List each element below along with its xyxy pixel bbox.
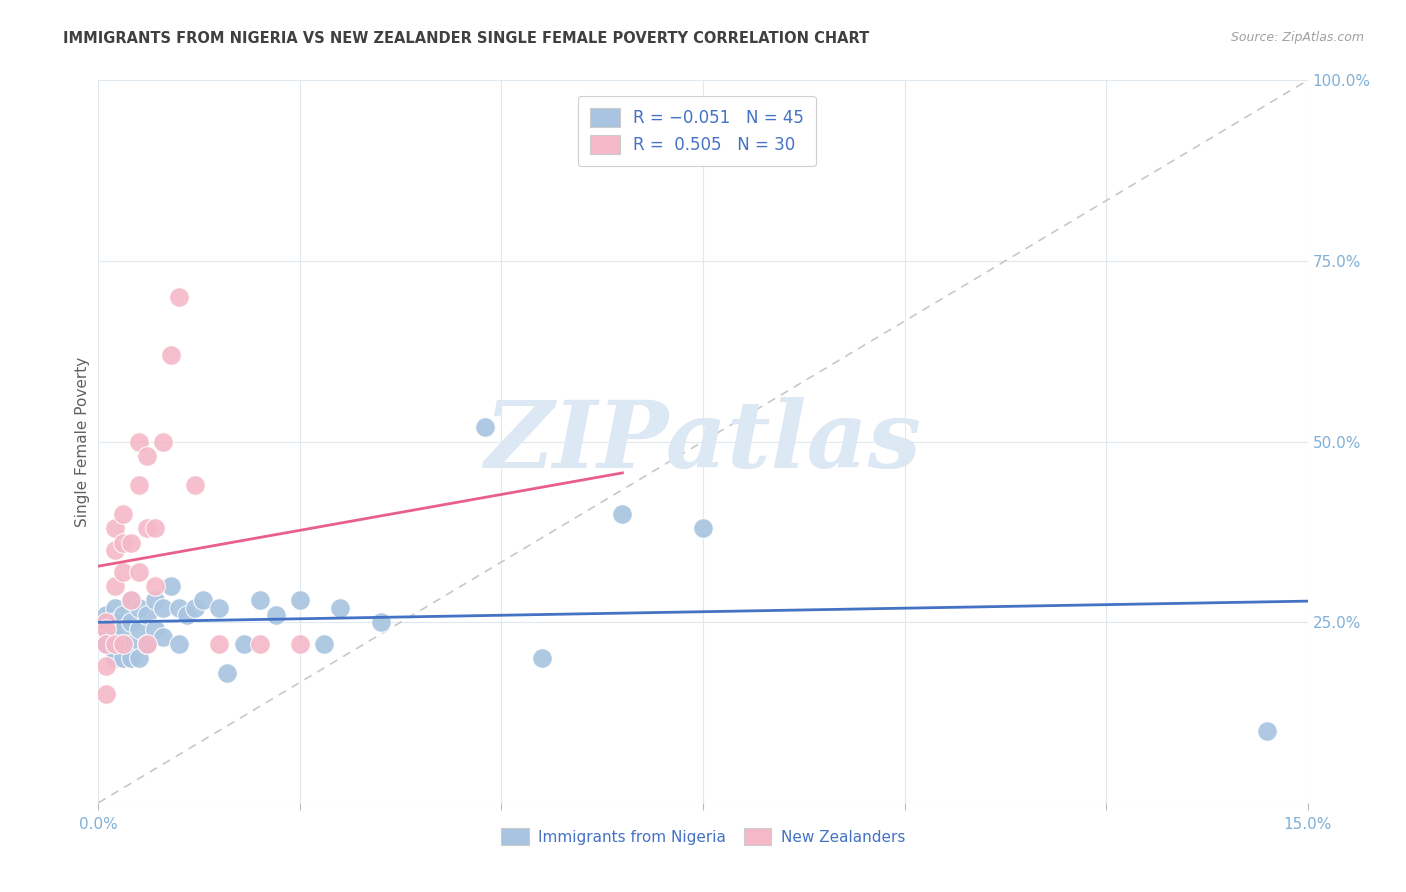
Point (208, 600, 231, 615)
Point (96, 607, 118, 622)
Point (160, 579, 183, 593)
Point (167, 637, 190, 651)
Point (120, 651, 142, 665)
Point (111, 637, 134, 651)
Point (249, 637, 271, 651)
Legend: Immigrants from Nigeria, New Zealanders: Immigrants from Nigeria, New Zealanders (494, 820, 912, 853)
Point (184, 600, 207, 615)
Point (96, 637, 118, 651)
Point (193, 593, 215, 607)
Point (103, 637, 125, 651)
Point (135, 637, 157, 651)
Point (288, 637, 311, 651)
Point (120, 593, 142, 607)
Point (370, 615, 392, 630)
Point (1256, 723, 1278, 738)
Point (128, 651, 150, 665)
Point (120, 535, 142, 549)
Point (314, 637, 336, 651)
Point (135, 449, 157, 463)
Point (120, 615, 142, 630)
Text: ZIPatlas: ZIPatlas (485, 397, 921, 486)
Point (135, 521, 157, 535)
Point (128, 600, 150, 615)
Point (184, 478, 207, 492)
Point (120, 593, 142, 607)
Point (530, 651, 553, 665)
Point (128, 623, 150, 637)
Point (111, 607, 134, 622)
Point (111, 651, 134, 665)
Point (143, 579, 166, 593)
Point (143, 593, 166, 607)
Point (167, 290, 190, 304)
Point (128, 434, 150, 449)
Point (111, 565, 134, 579)
Point (96, 623, 118, 637)
Point (329, 600, 352, 615)
Point (152, 630, 174, 644)
Point (612, 507, 634, 521)
Point (217, 665, 239, 680)
Point (143, 521, 166, 535)
Point (103, 579, 125, 593)
Point (474, 420, 496, 434)
Point (288, 593, 311, 607)
Point (264, 607, 287, 622)
Point (152, 434, 174, 449)
Point (111, 623, 134, 637)
Point (167, 600, 190, 615)
Point (111, 507, 134, 521)
Point (160, 348, 183, 362)
Point (111, 637, 134, 651)
Point (103, 644, 125, 658)
Point (96, 623, 118, 637)
Point (692, 521, 714, 535)
Point (96, 687, 118, 701)
Point (103, 521, 125, 535)
Point (120, 637, 142, 651)
Point (135, 607, 157, 622)
Point (96, 658, 118, 673)
Point (135, 637, 157, 651)
Text: Source: ZipAtlas.com: Source: ZipAtlas.com (1230, 31, 1364, 45)
Point (176, 607, 198, 622)
Point (128, 478, 150, 492)
Y-axis label: Single Female Poverty: Single Female Poverty (75, 357, 90, 526)
Point (103, 630, 125, 644)
Point (111, 535, 134, 549)
Point (96, 637, 118, 651)
Point (208, 637, 231, 651)
Text: IMMIGRANTS FROM NIGERIA VS NEW ZEALANDER SINGLE FEMALE POVERTY CORRELATION CHART: IMMIGRANTS FROM NIGERIA VS NEW ZEALANDER… (63, 31, 869, 46)
Point (249, 593, 271, 607)
Point (143, 623, 166, 637)
Point (232, 637, 254, 651)
Point (103, 615, 125, 630)
Point (103, 651, 125, 665)
Point (152, 600, 174, 615)
Point (103, 542, 125, 557)
Point (96, 615, 118, 630)
Point (128, 565, 150, 579)
Point (103, 600, 125, 615)
